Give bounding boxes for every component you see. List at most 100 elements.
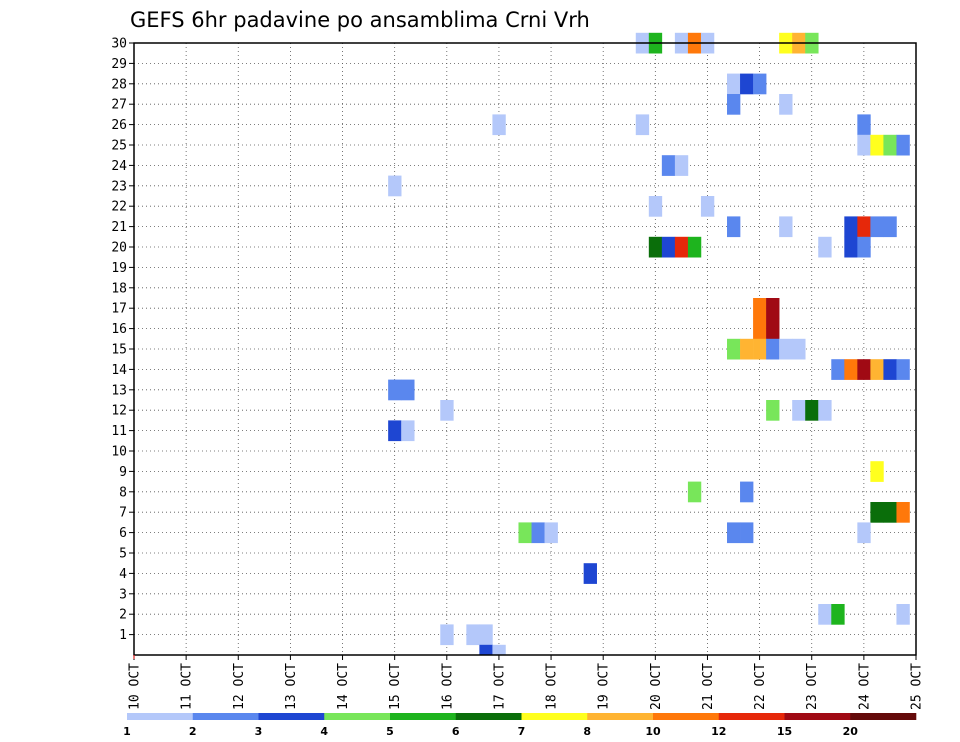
precip-cell [440,624,454,646]
precip-cell [844,359,858,380]
precip-cell [648,196,663,217]
colorbar-label: 10 [645,725,661,738]
x-tick-label: 11 OCT [180,663,195,710]
precip-cell [805,400,819,421]
precip-cell [779,216,793,238]
x-tick-label: 19 OCT [597,663,612,710]
y-tick-label: 5 [119,547,127,562]
precip-cell [766,400,780,421]
x-tick-label: 21 OCT [701,663,716,710]
precip-cell [870,461,884,482]
precip-cell [727,338,741,360]
precip-cell [779,338,793,360]
x-tick-label: 17 OCT [492,663,507,710]
x-tick-label: 13 OCT [284,663,299,710]
x-tick-label: 10 OCT [128,663,143,710]
precip-cell [857,236,871,258]
colorbar-segment [390,713,457,720]
precip-cell [700,196,715,217]
precip-cell [466,624,480,646]
y-tick-label: 13 [111,383,127,398]
y-tick-label: 1 [119,628,127,643]
y-tick-label: 15 [111,343,127,358]
precip-cell [870,502,884,523]
precip-cell [727,522,741,544]
precip-cell [401,420,415,442]
x-tick-label: 20 OCT [649,663,664,710]
precip-cell [766,298,780,319]
precip-cell [674,155,689,176]
precip-cell [583,563,597,584]
y-tick-label: 9 [119,465,127,480]
precip-cell [883,134,897,156]
x-tick-label: 15 OCT [388,663,403,710]
colorbar-segment [653,713,720,720]
y-tick-label: 8 [119,485,127,500]
x-tick-label: 23 OCT [805,663,820,710]
precip-cell [870,134,884,156]
colorbar-label: 8 [583,725,591,738]
precip-cell [896,359,910,380]
precip-cell [492,644,506,655]
y-tick-label: 26 [111,118,127,133]
precip-cell [753,318,767,340]
y-tick-label: 25 [111,139,127,154]
precip-cell [883,502,897,523]
y-tick-label: 4 [119,567,127,582]
y-tick-label: 24 [111,159,127,174]
precip-cell [492,114,506,136]
y-tick-label: 22 [111,200,127,215]
precip-cell [674,236,689,258]
y-tick-label: 11 [111,424,127,439]
precip-cell [740,73,754,95]
colorbar-segment [718,713,785,720]
x-tick-label: 22 OCT [753,663,768,710]
colorbar-label: 1 [123,725,131,738]
precip-cell [870,216,884,238]
colorbar-label: 3 [255,725,263,738]
colorbar-segment [521,713,588,720]
precip-cell [883,359,897,380]
y-tick-label: 18 [111,281,127,296]
colorbar-label: 4 [320,725,328,738]
precip-cell [544,522,558,544]
precip-cell [896,502,910,523]
x-tick-label: 16 OCT [440,663,455,710]
precip-cell [831,604,845,625]
colorbar: 1 2 3 4 5 6 7 8 10 12 15 20 [123,713,917,738]
y-tick-label: 14 [111,363,127,378]
colorbar-segment [192,713,259,720]
precip-cell [857,216,871,238]
x-tick-label: 12 OCT [232,663,247,710]
precip-cell [896,604,910,625]
precip-cell [883,216,897,238]
x-tick-label: 25 OCT [910,663,925,710]
precip-cell [440,400,454,421]
colorbar-segment [258,713,325,720]
x-tick-label: 24 OCT [857,663,872,710]
precip-cell [844,216,858,238]
precip-cells [388,32,910,655]
precip-cell [740,481,754,503]
precip-cell [857,359,871,380]
x-tick-label: 14 OCT [336,663,351,710]
precip-cell [687,481,702,503]
precip-cell [531,522,545,544]
precip-cell [479,644,493,655]
precip-cell [401,379,415,401]
precip-cell [388,420,402,442]
precip-cell [740,338,754,360]
y-tick-label: 21 [111,220,127,235]
precip-cell [857,114,871,136]
colorbar-segment [587,713,654,720]
y-tick-label: 7 [119,506,127,521]
colorbar-label: 20 [843,725,859,738]
precip-cell [779,94,793,115]
precip-cell [792,400,806,421]
y-tick-label: 19 [111,261,127,276]
y-tick-label: 17 [111,302,127,317]
precip-cell [518,522,532,544]
precip-cell [687,236,702,258]
precip-cell [831,359,845,380]
